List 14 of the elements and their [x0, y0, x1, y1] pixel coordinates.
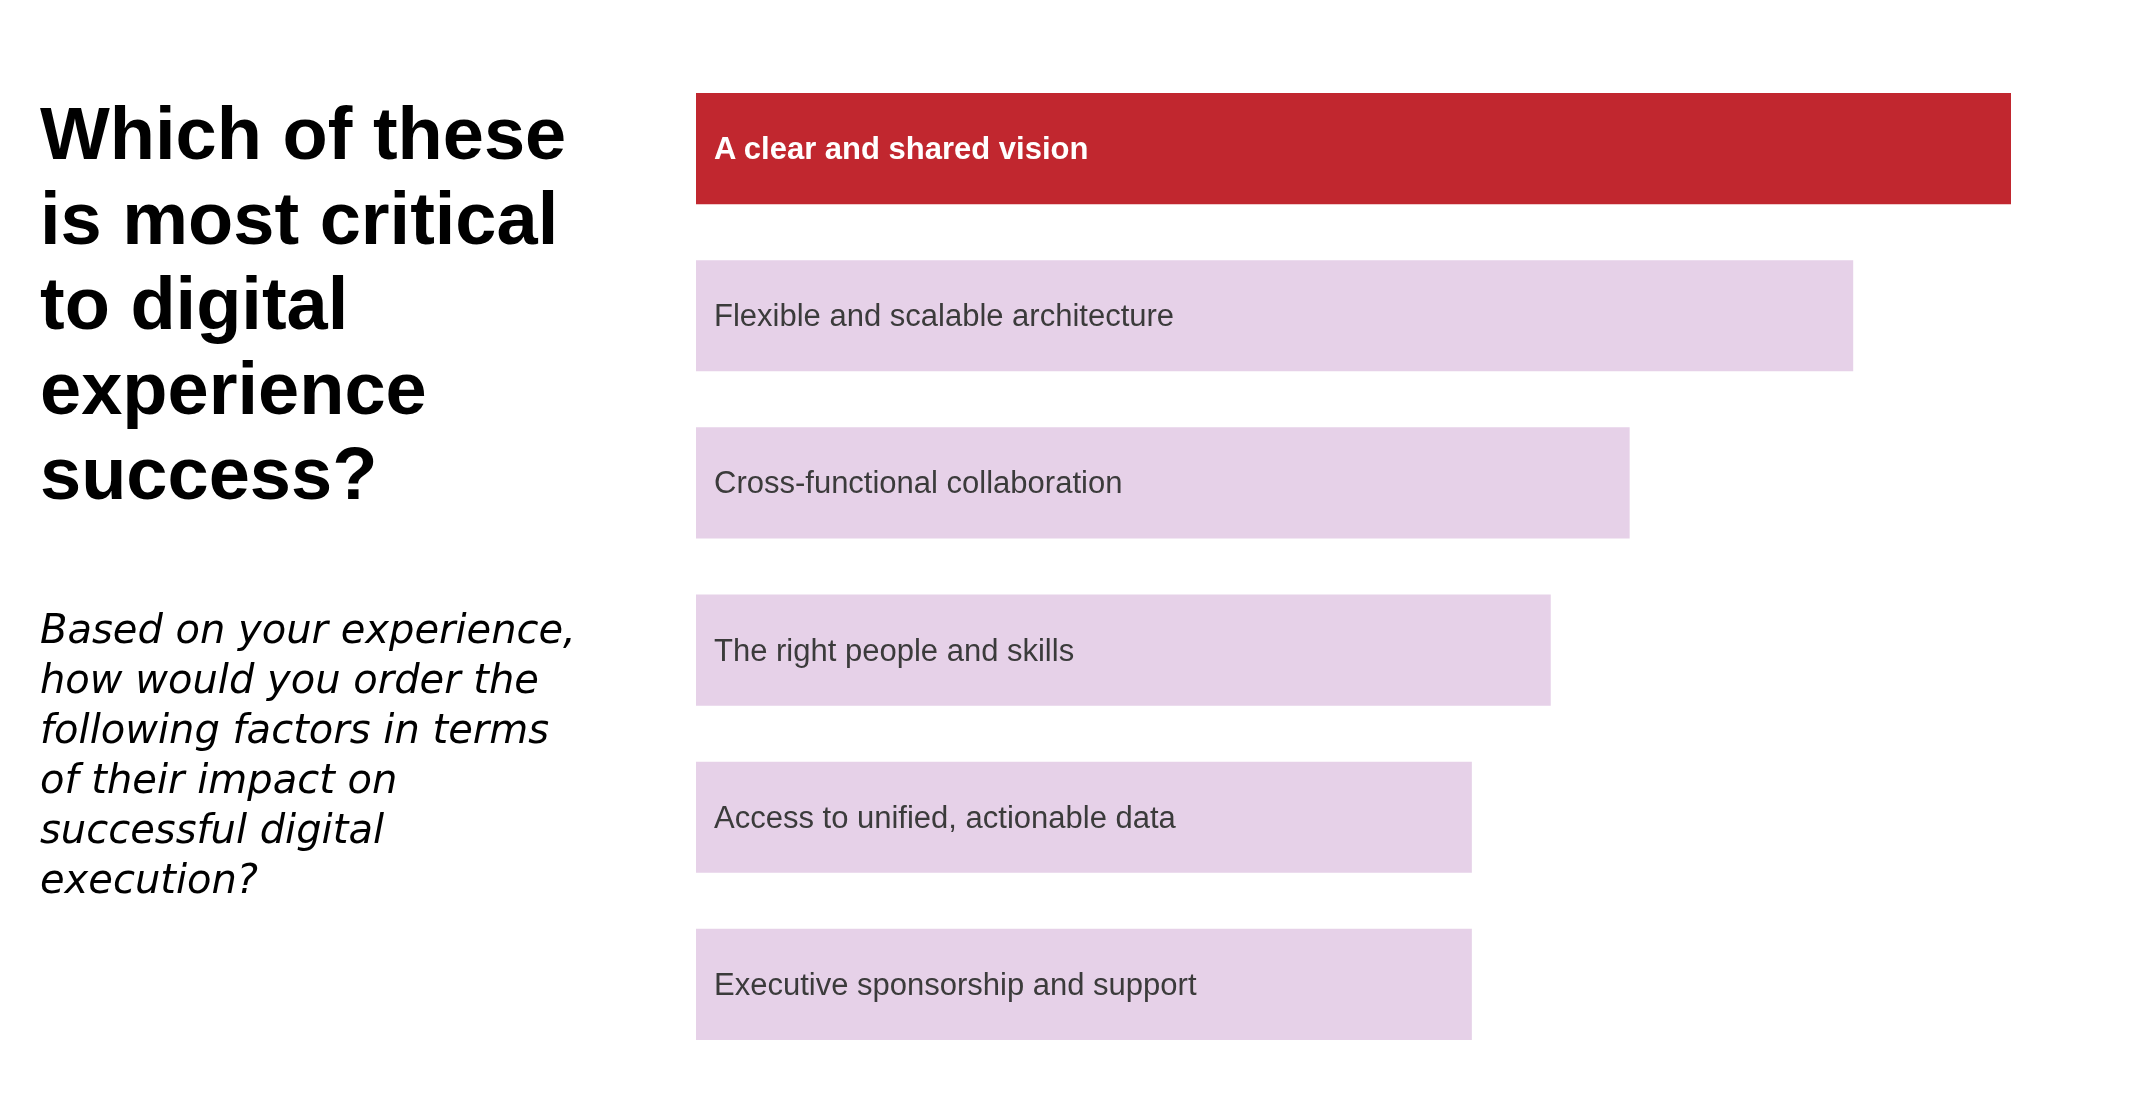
- bar: [696, 93, 2011, 205]
- y-tick-label: Executive sponsorship and support: [714, 966, 1197, 1002]
- y-tick-label: The right people and skills: [714, 632, 1075, 668]
- y-tick-label: A clear and shared vision: [714, 131, 1089, 167]
- y-tick-label: Flexible and scalable architecture: [714, 298, 1175, 334]
- text: Based on your experience, how would you order the following factors in terms of their impact on successful digital execution?: [40, 606, 576, 902]
- y-tick-label: Access to unified, actionable data: [714, 799, 1177, 835]
- bar: [696, 427, 1630, 539]
- bar: [696, 928, 1472, 1040]
- bar: [696, 594, 1551, 706]
- y-tick-label: Cross-functional collaboration: [714, 465, 1123, 501]
- bar: [696, 761, 1472, 873]
- bar: [696, 260, 1854, 372]
- text: Which of these is most critical to digital experience success?: [40, 92, 567, 515]
